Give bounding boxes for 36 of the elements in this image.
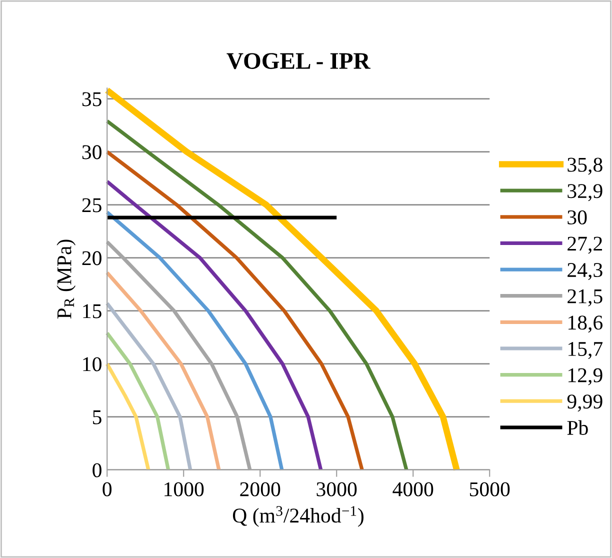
y-tick-label: 35	[82, 92, 102, 106]
line-series	[105, 119, 408, 472]
y-axis-title: P$_{R}$ (MPa)	[56, 240, 76, 319]
chart-title: VOGEL - IPR	[226, 53, 370, 70]
y-tick-label: 5	[93, 410, 102, 424]
line-series	[105, 331, 170, 472]
x-tick-label: 4000	[392, 482, 434, 496]
x-tick-label: 0	[102, 482, 112, 496]
legend-label: 35,8	[568, 158, 602, 175]
legend-label: 18,6	[568, 316, 603, 333]
y-tick-label: 30	[82, 145, 102, 160]
y-tick-label: 20	[82, 251, 102, 266]
x-axis-title: Q (m$^{3}$/24hod$^{−1}$)	[232, 506, 364, 527]
legend-label: Pb	[567, 420, 588, 435]
line-series	[105, 302, 192, 472]
y-tick-label: 15	[83, 304, 102, 318]
x-tick-label: 5000	[470, 482, 510, 496]
line-series	[105, 210, 284, 472]
line-series	[105, 150, 364, 472]
legend-label: 32,9	[568, 184, 602, 202]
line-series	[105, 362, 150, 472]
legend-label: 15,7	[568, 342, 603, 359]
y-tick-label: 0	[92, 463, 102, 478]
legend-label: 30	[568, 210, 587, 224]
line-series	[105, 180, 323, 472]
line-series	[105, 270, 221, 472]
x-tick-label: 2000	[240, 482, 280, 496]
legend-label: 9,99	[567, 394, 602, 412]
y-tick-label: 25	[82, 198, 102, 212]
legend-label: 12,9	[568, 368, 602, 386]
x-tick-label: 3000	[316, 482, 357, 496]
legend-label: 21,5	[568, 289, 602, 306]
x-tick-label: 1000	[164, 482, 204, 496]
legend-label: 27,2	[568, 236, 602, 254]
y-tick-label: 10	[83, 357, 102, 372]
legend-label: 24,3	[568, 263, 602, 280]
